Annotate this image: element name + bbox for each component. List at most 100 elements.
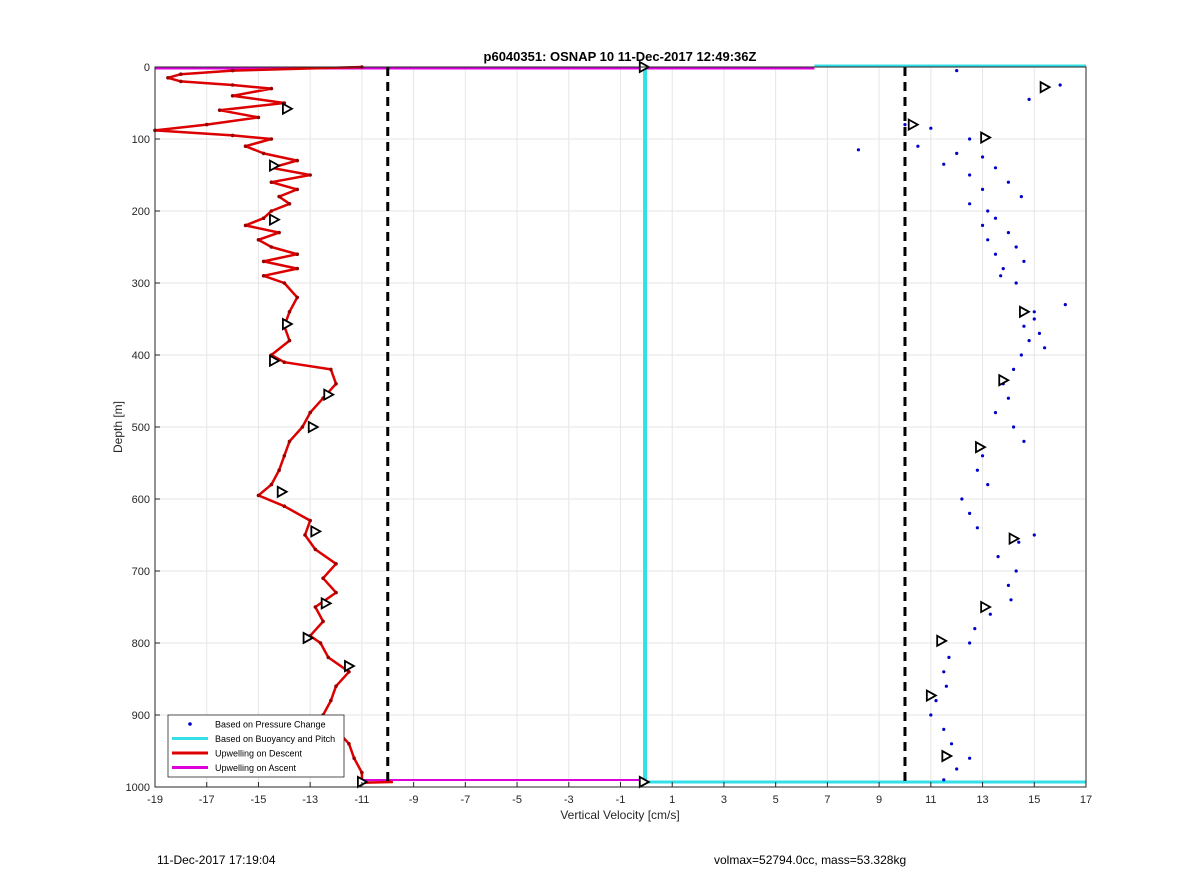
pressure-change-point xyxy=(980,454,985,458)
descent-point xyxy=(261,274,266,278)
descent-point xyxy=(269,180,274,184)
pressure-change-point xyxy=(968,202,972,206)
pressure-change-point xyxy=(973,627,977,631)
pressure-change-point xyxy=(1006,231,1011,235)
pressure-change-point xyxy=(1043,346,1047,350)
descent-point xyxy=(303,533,307,537)
descent-marker xyxy=(302,631,315,645)
pressure-change-point xyxy=(993,216,998,220)
descent-point xyxy=(230,83,235,87)
x-tick-label: -11 xyxy=(354,794,369,806)
x-tick-label: 3 xyxy=(721,794,727,806)
descent-point xyxy=(313,547,318,552)
reference-lines xyxy=(386,67,907,787)
pressure-change-point xyxy=(903,123,907,127)
pressure-change-point xyxy=(993,252,998,256)
descent-point xyxy=(256,238,261,242)
descent-point xyxy=(295,295,300,300)
x-tick-label: -9 xyxy=(409,794,419,806)
descent-point xyxy=(277,194,281,199)
y-tick-label: 1000 xyxy=(126,782,150,794)
x-tick-labels: -19 -17 -15 -13 -11 -9 -7 -5 -3 -1 1 3 5 7 9 11 13 15 17 xyxy=(147,782,1092,806)
descent-point xyxy=(261,151,266,156)
pressure-marker xyxy=(980,600,992,614)
descent-point xyxy=(321,619,325,624)
x-tick-label: -7 xyxy=(460,794,470,806)
legend-swatch-dot xyxy=(188,722,192,726)
legend-label: Based on Buoyancy and Pitch xyxy=(215,734,335,744)
descent-point xyxy=(282,454,287,458)
descent-point xyxy=(282,360,287,365)
footer-volmax-mass: volmax=52794.0cc, mass=53.328kg xyxy=(714,853,907,867)
pressure-change-point xyxy=(929,713,933,717)
descent-point xyxy=(282,504,287,509)
descent-marker xyxy=(269,213,281,227)
descent-point xyxy=(287,439,292,444)
pressure-change-point xyxy=(993,166,998,170)
descent-marker xyxy=(310,524,323,538)
pressure-change-point xyxy=(1011,425,1016,429)
descent-point xyxy=(230,133,235,138)
y-tick-label: 800 xyxy=(132,638,150,650)
pressure-change-point xyxy=(980,187,985,191)
x-tick-label: -1 xyxy=(616,794,626,806)
pressure-change-point xyxy=(1022,439,1026,443)
pressure-change-point xyxy=(944,684,948,688)
pressure-change-point xyxy=(1019,353,1023,357)
pressure-change-point xyxy=(955,151,959,155)
pressure-change-point xyxy=(916,144,920,148)
x-tick-label: 7 xyxy=(824,794,830,806)
chart-title: p6040351: OSNAP 10 11-Dec-2017 12:49:36Z xyxy=(484,49,757,64)
pressure-change-point xyxy=(988,612,992,616)
y-tick-label: 0 xyxy=(144,62,150,74)
descent-point xyxy=(295,266,300,271)
x-tick-label: 15 xyxy=(1028,794,1040,806)
descent-marker xyxy=(281,317,294,331)
pressure-change-point xyxy=(968,173,972,177)
descent-point xyxy=(313,605,318,609)
descent-point xyxy=(352,756,356,760)
pressure-change-point xyxy=(1027,339,1031,343)
pressure-marker xyxy=(980,131,992,145)
descent-point xyxy=(308,410,312,415)
pressure-marker xyxy=(925,689,938,703)
descent-point xyxy=(334,382,338,386)
pressure-marker xyxy=(998,373,1011,387)
descent-point xyxy=(329,367,333,372)
pressure-change-point xyxy=(1032,310,1036,314)
y-tick-label: 400 xyxy=(132,350,150,362)
legend-label: Based on Pressure Change xyxy=(215,720,326,730)
descent-point xyxy=(261,216,266,220)
pressure-change-point xyxy=(856,148,861,152)
descent-point xyxy=(243,144,248,148)
pressure-change-point xyxy=(1022,259,1026,263)
x-tick-label: -17 xyxy=(199,794,215,806)
descent-point xyxy=(269,137,274,141)
descent-point xyxy=(321,576,325,580)
pressure-change-point xyxy=(996,555,1000,559)
x-tick-label: 17 xyxy=(1080,794,1092,806)
pressure-change-point xyxy=(942,670,946,674)
descent-point xyxy=(295,187,300,192)
y-tick-label: 100 xyxy=(132,134,150,146)
pressure-change-point xyxy=(929,126,933,130)
pressure-change-point xyxy=(1006,583,1011,588)
pressure-change-point xyxy=(1006,180,1011,184)
x-tick-label: 11 xyxy=(925,794,936,806)
x-tick-label: -13 xyxy=(302,794,318,806)
pressure-change-point xyxy=(955,767,959,771)
descent-point xyxy=(256,493,261,498)
x-tick-label: -5 xyxy=(512,794,522,806)
descent-marker xyxy=(269,354,281,368)
descent-point xyxy=(334,562,338,566)
descent-point xyxy=(308,518,312,523)
pressure-change-point xyxy=(980,223,985,227)
descent-point xyxy=(295,158,300,163)
pressure-marker xyxy=(1019,305,1031,319)
pressure-change-point xyxy=(949,742,954,746)
descent-point xyxy=(282,281,287,285)
pressure-change-point xyxy=(993,411,998,415)
bottom-marker xyxy=(638,775,651,789)
x-tick-label: 1 xyxy=(669,794,675,806)
descent-point xyxy=(347,670,351,674)
